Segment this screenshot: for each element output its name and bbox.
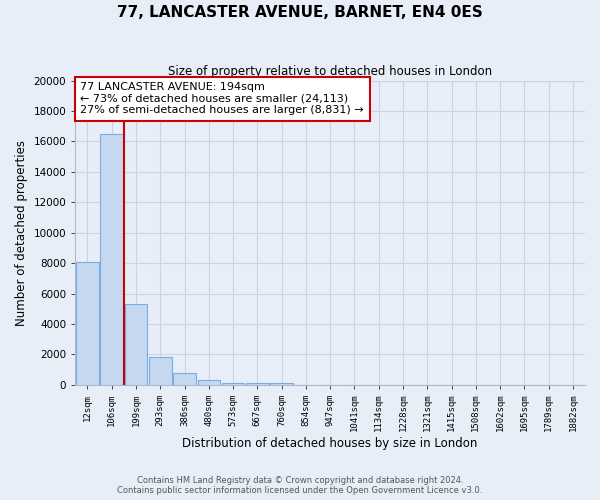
Title: Size of property relative to detached houses in London: Size of property relative to detached ho…	[168, 65, 492, 78]
Bar	[76, 262, 99, 385]
Bar	[222, 382, 244, 385]
Bar	[173, 374, 196, 385]
Bar	[271, 384, 293, 385]
Bar	[125, 304, 147, 385]
Text: 77 LANCASTER AVENUE: 194sqm
← 73% of detached houses are smaller (24,113)
27% of: 77 LANCASTER AVENUE: 194sqm ← 73% of det…	[80, 82, 364, 116]
Text: 77, LANCASTER AVENUE, BARNET, EN4 0ES: 77, LANCASTER AVENUE, BARNET, EN4 0ES	[117, 5, 483, 20]
Text: Contains HM Land Registry data © Crown copyright and database right 2024.
Contai: Contains HM Land Registry data © Crown c…	[118, 476, 482, 495]
Bar	[246, 384, 269, 385]
X-axis label: Distribution of detached houses by size in London: Distribution of detached houses by size …	[182, 437, 478, 450]
Bar	[149, 358, 172, 385]
Bar	[100, 134, 123, 385]
Y-axis label: Number of detached properties: Number of detached properties	[15, 140, 28, 326]
Bar	[197, 380, 220, 385]
